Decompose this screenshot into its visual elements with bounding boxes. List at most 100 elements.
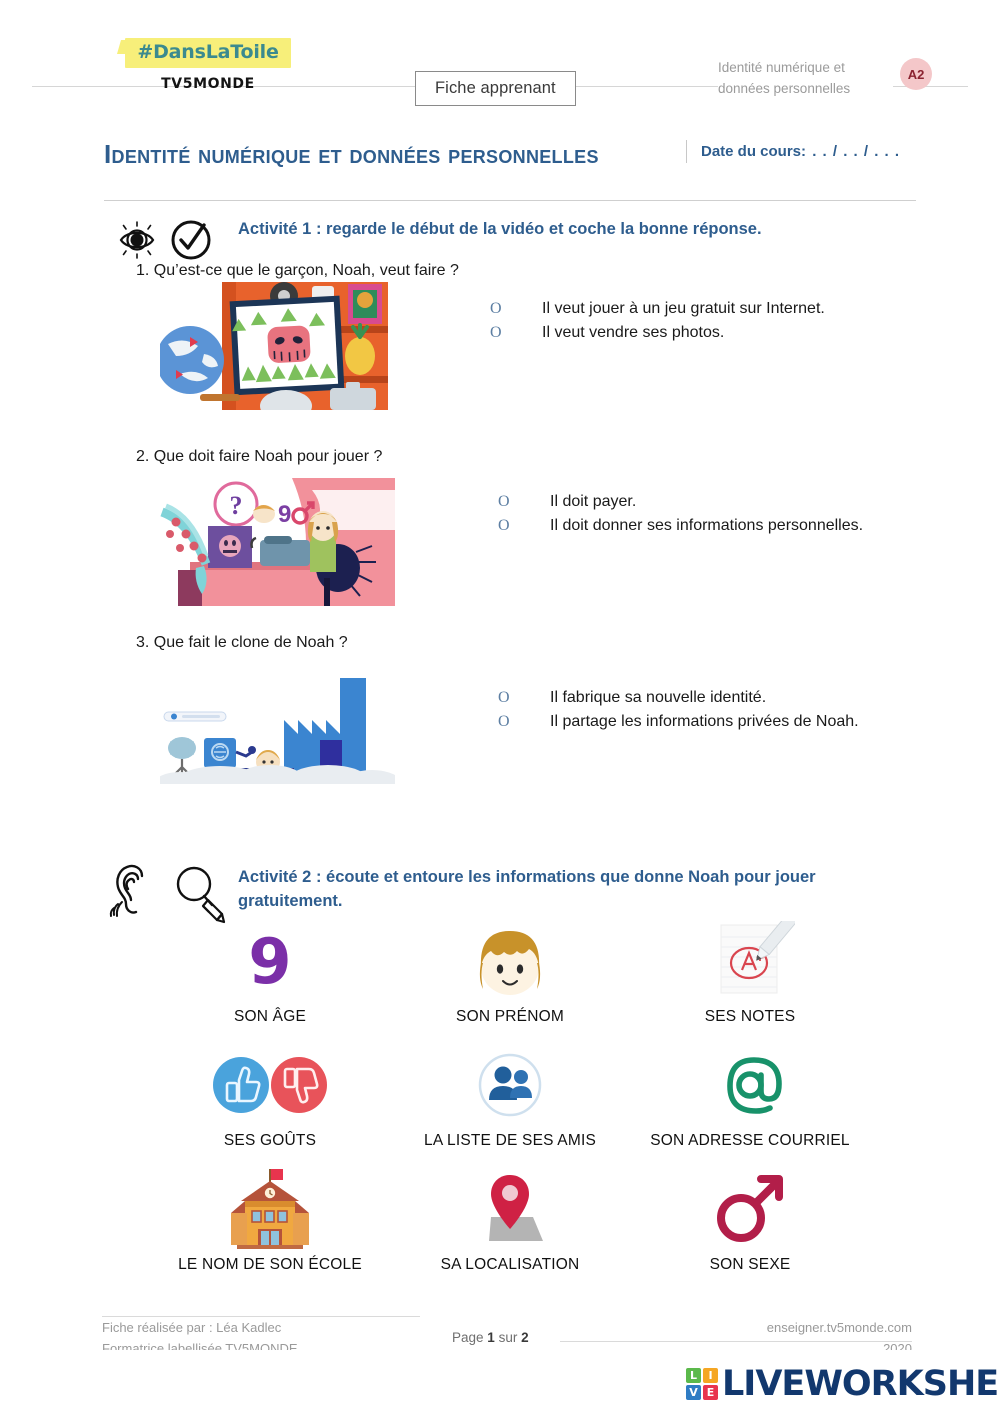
page-prefix: Page	[452, 1330, 484, 1345]
choice-item[interactable]: SON SEXE	[630, 1166, 870, 1274]
footer-author-line2: Formatrice labellisée TV5MONDE	[102, 1340, 298, 1350]
option-circle-mark[interactable]: O	[498, 517, 510, 534]
activity1-title: Activité 1 : regarde le début de la vidé…	[238, 220, 762, 238]
choice-label: SES GOÛTS	[223, 1132, 317, 1149]
choice-item[interactable]: SES GOÛTS	[150, 1042, 390, 1150]
illustration-usine-donnees	[160, 676, 395, 784]
option-circle-mark[interactable]: O	[490, 300, 502, 317]
choice-item[interactable]: LE NOM DE SON ÉCOLE	[150, 1166, 390, 1274]
brand-logo: #DansLaToile TV5MONDE	[118, 38, 298, 92]
choice-label: LA LISTE DE SES AMIS	[424, 1132, 596, 1149]
option-circle-mark[interactable]: O	[490, 324, 502, 341]
sheet-type-box: Fiche apprenant	[415, 71, 576, 106]
page-title: Identité numérique et données personnell…	[104, 139, 599, 169]
choice-label: SES NOTES	[704, 1008, 796, 1025]
date-placeholder[interactable]: : . . / . . / . . .	[801, 143, 901, 160]
page-current: 1	[487, 1330, 495, 1345]
title-row: Identité numérique et données personnell…	[0, 122, 1000, 218]
svg-text:9: 9	[278, 501, 291, 528]
thumbs-up-down-icon	[150, 1042, 390, 1128]
choice-label: SON ÂGE	[233, 1008, 307, 1025]
activity1-icon-group	[114, 218, 214, 267]
option-row[interactable]: O Il fabrique sa nouvelle identité.	[498, 689, 859, 707]
options-question-3: O Il fabrique sa nouvelle identité. O Il…	[498, 689, 859, 737]
title-divider	[104, 200, 916, 201]
activity2-title: Activité 2 : écoute et entoure les infor…	[238, 868, 816, 910]
footer-author: Fiche réalisée par : Léa Kadlec Formatri…	[102, 1318, 402, 1350]
activity2-options-grid: 9 SON ÂGE SON PRÉNOM	[150, 918, 870, 1274]
illustration-formulaire-donnees: ? 9	[160, 478, 395, 606]
question-text-1: 1. Qu’est-ce que le garçon, Noah, veut f…	[136, 262, 459, 279]
option-row[interactable]: O Il partage les informations privées de…	[498, 713, 859, 731]
question-text-2: 2. Que doit faire Noah pour jouer ?	[136, 448, 383, 465]
option-label: Il veut vendre ses photos.	[542, 324, 725, 341]
page-total: 2	[521, 1330, 529, 1345]
school-building-icon	[150, 1166, 390, 1252]
header-subject: Identité numérique et données personnell…	[718, 58, 893, 100]
question-block-3: 3. Que fait le clone de Noah ?	[0, 634, 1000, 824]
option-circle-mark[interactable]: O	[498, 689, 510, 706]
choice-item[interactable]: SES NOTES	[630, 918, 870, 1026]
question-block-2: 2. Que doit faire Noah pour jouer ? ?	[0, 448, 1000, 634]
at-sign-icon	[630, 1042, 870, 1128]
choice-label: SA LOCALISATION	[440, 1256, 580, 1273]
choice-item[interactable]: LA LISTE DE SES AMIS	[390, 1042, 630, 1150]
page-footer: Fiche réalisée par : Léa Kadlec Formatri…	[0, 1310, 1000, 1358]
options-question-1: O Il veut jouer à un jeu gratuit sur Int…	[490, 300, 825, 348]
question-text-3: 3. Que fait le clone de Noah ?	[136, 634, 348, 651]
choice-label: SON ADRESSE COURRIEL	[650, 1132, 850, 1149]
page-header: #DansLaToile TV5MONDE Fiche apprenant Id…	[0, 0, 1000, 112]
footer-pagination: Page 1 sur 2	[452, 1330, 529, 1345]
option-label: Il partage les informations privées de N…	[550, 713, 859, 730]
footer-left-rule	[102, 1316, 420, 1317]
activity2-header: Activité 2 : écoute et entoure les infor…	[104, 864, 1000, 936]
lw-logo-tiles: L I V E	[686, 1368, 718, 1400]
page-middle: sur	[498, 1330, 518, 1345]
choice-item[interactable]: 9 SON ÂGE	[150, 918, 390, 1026]
magnifier-pencil-icon	[166, 862, 228, 929]
activity2-icon-group	[108, 862, 228, 929]
option-row[interactable]: O Il veut vendre ses photos.	[490, 324, 825, 342]
option-label: Il fabrique sa nouvelle identité.	[550, 689, 767, 706]
options-question-2: O Il doit payer. O Il doit donner ses in…	[498, 493, 863, 541]
option-label: Il doit payer.	[550, 493, 637, 510]
footer-right-rule	[560, 1341, 912, 1342]
choice-item[interactable]: SON PRÉNOM	[390, 918, 630, 1026]
option-label: Il doit donner ses informations personne…	[550, 517, 864, 534]
lw-tile-v: V	[686, 1385, 701, 1400]
footer-author-line1: Fiche réalisée par : Léa Kadlec	[102, 1320, 282, 1335]
tv5monde-label: TV5MONDE	[161, 76, 255, 92]
liveworksheets-logo: L I V E LIVEWORKSHEETS	[686, 1364, 1000, 1404]
option-row[interactable]: O Il doit donner ses informations person…	[498, 517, 863, 535]
male-gender-icon	[630, 1166, 870, 1252]
option-circle-mark[interactable]: O	[498, 493, 510, 510]
svg-text:?: ?	[230, 491, 243, 520]
option-circle-mark[interactable]: O	[498, 713, 510, 730]
lw-wordmark: LIVEWORKSHEETS	[722, 1364, 1000, 1404]
date-label: Date du cours	[701, 143, 802, 160]
activity1-header: Activité 1 : regarde le début de la vidé…	[104, 218, 1000, 262]
number-nine-icon: 9	[150, 918, 390, 1004]
child-face-icon	[390, 918, 630, 1004]
svg-text:9: 9	[248, 925, 291, 997]
hashtag-label: #DansLaToile	[125, 38, 291, 68]
level-badge: A2	[900, 58, 932, 90]
option-label: Il veut jouer à un jeu gratuit sur Inter…	[542, 300, 825, 317]
footer-site-block: enseigner.tv5monde.com 2020	[612, 1318, 912, 1350]
lw-tile-e: E	[703, 1385, 718, 1400]
lw-tile-i: I	[703, 1368, 718, 1383]
date-field: Date du cours: . . / . . / . . .	[686, 140, 916, 164]
choice-item[interactable]: SA LOCALISATION	[390, 1166, 630, 1274]
ear-icon	[108, 862, 158, 929]
choice-label: SON SEXE	[709, 1256, 791, 1273]
option-row[interactable]: O Il veut jouer à un jeu gratuit sur Int…	[490, 300, 825, 318]
friends-group-icon	[390, 1042, 630, 1128]
choice-item[interactable]: SON ADRESSE COURRIEL	[630, 1042, 870, 1150]
choice-label: LE NOM DE SON ÉCOLE	[178, 1256, 362, 1273]
option-row[interactable]: O Il doit payer.	[498, 493, 863, 511]
footer-year: 2020	[883, 1340, 912, 1350]
grade-notepad-icon	[630, 918, 870, 1004]
choice-label: SON PRÉNOM	[456, 1008, 564, 1025]
question-block-1: 1. Qu’est-ce que le garçon, Noah, veut f…	[0, 262, 1000, 448]
